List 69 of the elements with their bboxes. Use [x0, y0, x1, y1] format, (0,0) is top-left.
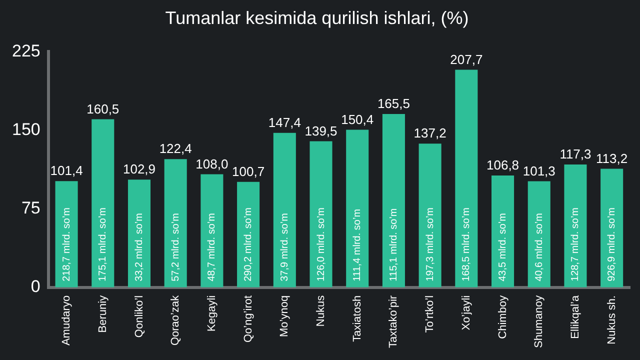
x-tick-label: Nukus	[315, 294, 328, 327]
x-tick-label: Kegayli	[206, 295, 218, 332]
annotation: 115,1 mlrd. so’m	[388, 208, 400, 282]
annotation: 40,6 mlrd. so’m	[534, 213, 545, 282]
annotation: 218,7 mlrd. so’m	[61, 207, 72, 282]
data-label: 150,4	[341, 112, 374, 127]
annotation: 290,2 mlrd. so’m	[243, 207, 254, 282]
bar	[164, 159, 187, 288]
data-label: 101,3	[522, 163, 556, 178]
data-label: 100,7	[232, 164, 265, 179]
annotation: 175,1 mlrd. so’m	[98, 207, 109, 282]
data-label: 106,8	[486, 158, 520, 173]
bar	[92, 119, 114, 288]
annotation: 111,4 mlrd. so’m	[352, 208, 364, 282]
data-label: 102,9	[122, 162, 156, 177]
y-tick-label: 0	[30, 277, 40, 296]
bar	[564, 164, 587, 288]
x-tick-label: Nukus sh.	[606, 295, 618, 344]
annotation: 168,5 mlrd. so’m	[461, 207, 472, 282]
bar	[600, 168, 624, 288]
x-tick-label: Shumanoy	[533, 294, 546, 348]
data-label: 207,7	[450, 52, 483, 67]
bar	[455, 70, 478, 288]
data-label: 137,2	[414, 126, 446, 141]
bar	[237, 182, 260, 288]
bar	[310, 141, 332, 288]
bar	[418, 144, 442, 288]
y-tick-label: 75	[21, 198, 40, 218]
annotation: 43,5 mlrd. so’m	[498, 213, 509, 282]
x-tick-label: Ellikqal’a	[570, 294, 582, 339]
x-tick-label: Mo’ynoq	[278, 295, 291, 337]
data-label: 160,5	[86, 101, 120, 116]
x-tick-label: Qorao’zak	[170, 294, 182, 346]
bar	[346, 130, 369, 288]
annotation: 197,3 mlrd. so’m	[424, 207, 436, 282]
data-label: 122,4	[159, 141, 192, 156]
x-tick-label: Taxtako’pir	[388, 295, 400, 348]
bar	[200, 174, 224, 288]
y-tick-label: 150	[12, 120, 40, 139]
data-label: 117,3	[560, 146, 592, 162]
annotation: 126,0 mlrd. so’m	[316, 207, 327, 282]
data-label: 139,5	[304, 123, 338, 138]
data-label: 113,2	[596, 150, 628, 166]
bar	[273, 132, 296, 288]
x-tick-label: Qo’ng’irot	[242, 295, 254, 342]
annotation: 926,9 mlrd. so’m	[606, 207, 618, 282]
annotation: 128,7 mlrd. so’m	[570, 207, 582, 282]
bar	[55, 181, 78, 288]
x-tick-label: To’rtko’l	[424, 295, 436, 333]
bar	[128, 180, 151, 288]
x-tick-label: Amudaryo	[60, 295, 73, 346]
y-tick-label: 225	[12, 41, 40, 60]
annotation: 37,9 mlrd. so’m	[279, 213, 290, 282]
annotation: 48,7 mlrd. so’m	[206, 213, 218, 282]
annotation: 33,2 mlrd. so’m	[134, 213, 145, 282]
data-label: 101,4	[50, 163, 83, 178]
chart-title: Tumanlar kesimida qurilish ishlari, (%)	[165, 8, 469, 28]
x-tick-label: Beruniy	[96, 294, 109, 333]
bar	[382, 114, 405, 288]
data-label: 147,4	[268, 115, 301, 130]
x-tick-label: Qonliko’l	[133, 295, 146, 338]
data-label: 108,0	[196, 156, 228, 172]
annotation: 57,2 mlrd. so’m	[170, 213, 182, 282]
bar	[528, 181, 550, 288]
bar	[492, 175, 514, 288]
data-label: 165,5	[377, 96, 410, 112]
x-tick-label: Taxiatosh	[351, 295, 364, 342]
x-tick-label: Chimboy	[496, 294, 509, 339]
x-tick-label: Xo’jayli	[460, 295, 472, 330]
